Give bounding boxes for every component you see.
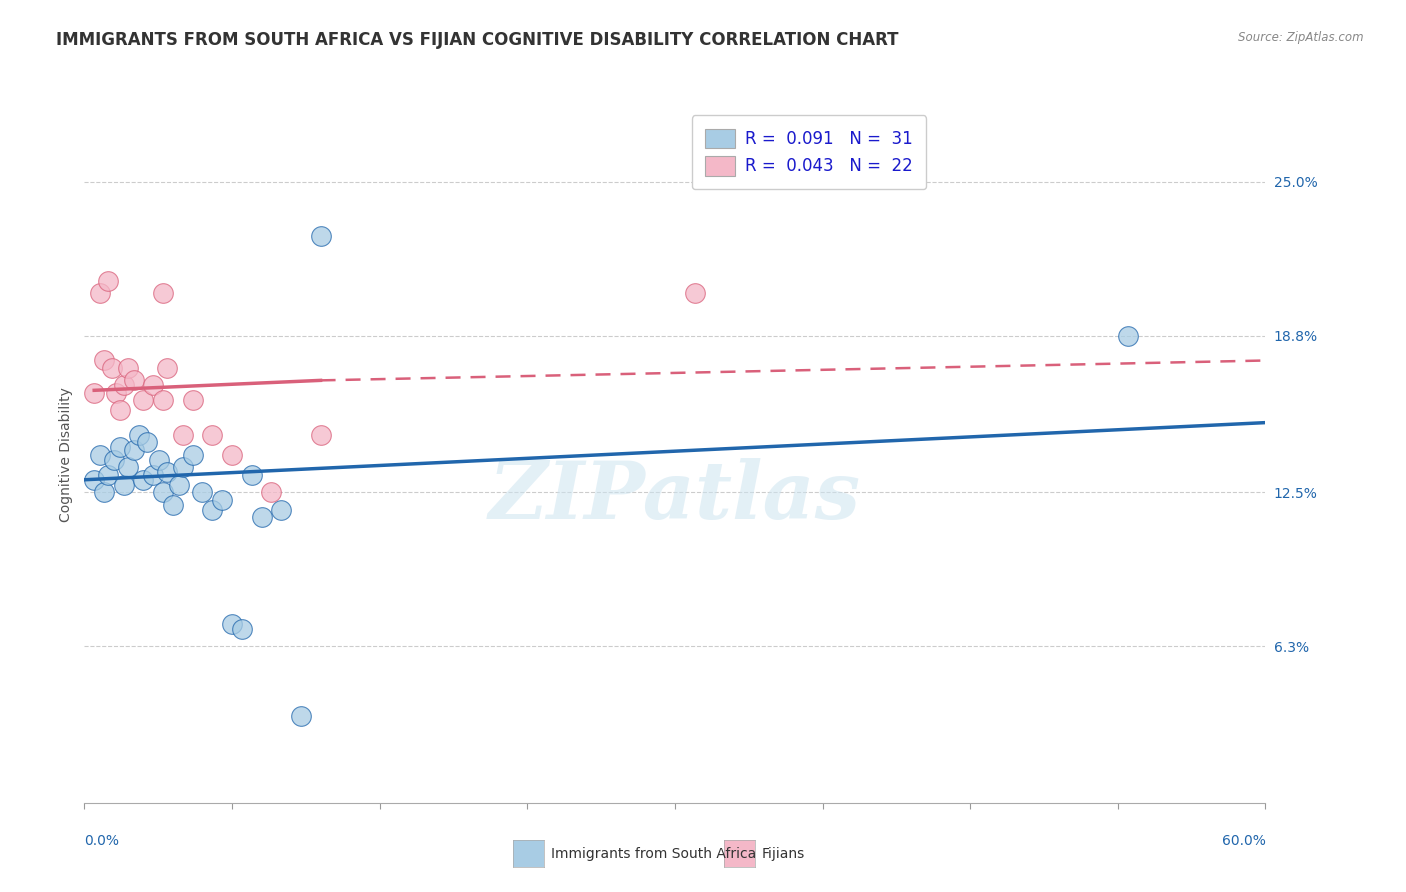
Point <box>201 502 224 516</box>
Point <box>97 467 120 482</box>
Text: Fijians: Fijians <box>762 847 806 861</box>
Point <box>240 467 263 482</box>
Point <box>148 453 170 467</box>
Point <box>112 378 135 392</box>
Point <box>122 373 145 387</box>
Point <box>89 448 111 462</box>
Point <box>93 485 115 500</box>
Point <box>108 403 131 417</box>
Point <box>93 353 115 368</box>
Text: Immigrants from South Africa: Immigrants from South Africa <box>551 847 756 861</box>
Text: 60.0%: 60.0% <box>1222 834 1265 848</box>
Point <box>211 492 233 507</box>
Point <box>167 477 190 491</box>
Point <box>172 460 194 475</box>
Point <box>260 485 283 500</box>
Point <box>172 428 194 442</box>
Point <box>97 274 120 288</box>
Point <box>108 441 131 455</box>
Text: Source: ZipAtlas.com: Source: ZipAtlas.com <box>1239 31 1364 45</box>
Text: ZIPatlas: ZIPatlas <box>489 458 860 535</box>
Point <box>152 286 174 301</box>
Point <box>152 485 174 500</box>
Point <box>136 435 159 450</box>
Point <box>142 378 165 392</box>
Point <box>128 428 150 442</box>
Point <box>89 286 111 301</box>
Point <box>191 485 214 500</box>
Point <box>201 428 224 442</box>
Point <box>112 477 135 491</box>
Point <box>83 473 105 487</box>
Text: IMMIGRANTS FROM SOUTH AFRICA VS FIJIAN COGNITIVE DISABILITY CORRELATION CHART: IMMIGRANTS FROM SOUTH AFRICA VS FIJIAN C… <box>56 31 898 49</box>
Point <box>250 510 273 524</box>
Point <box>142 467 165 482</box>
Point <box>231 622 253 636</box>
Point <box>117 361 139 376</box>
Point <box>683 286 706 301</box>
Point <box>103 453 125 467</box>
Point <box>309 428 332 442</box>
Point <box>221 448 243 462</box>
Point <box>290 708 312 723</box>
Point <box>156 466 179 480</box>
Point <box>1116 328 1139 343</box>
Point <box>181 393 204 408</box>
Point <box>132 473 155 487</box>
Point <box>83 385 105 400</box>
Legend: R =  0.091   N =  31, R =  0.043   N =  22: R = 0.091 N = 31, R = 0.043 N = 22 <box>692 115 927 189</box>
Point <box>221 616 243 631</box>
Y-axis label: Cognitive Disability: Cognitive Disability <box>59 387 73 523</box>
Point <box>101 361 124 376</box>
Point <box>181 448 204 462</box>
Point <box>156 361 179 376</box>
Text: 0.0%: 0.0% <box>84 834 120 848</box>
Point <box>117 460 139 475</box>
Point <box>132 393 155 408</box>
Point <box>104 385 127 400</box>
Point <box>152 393 174 408</box>
Point <box>309 229 332 244</box>
Point <box>270 502 292 516</box>
Point <box>162 498 184 512</box>
Point <box>122 442 145 457</box>
